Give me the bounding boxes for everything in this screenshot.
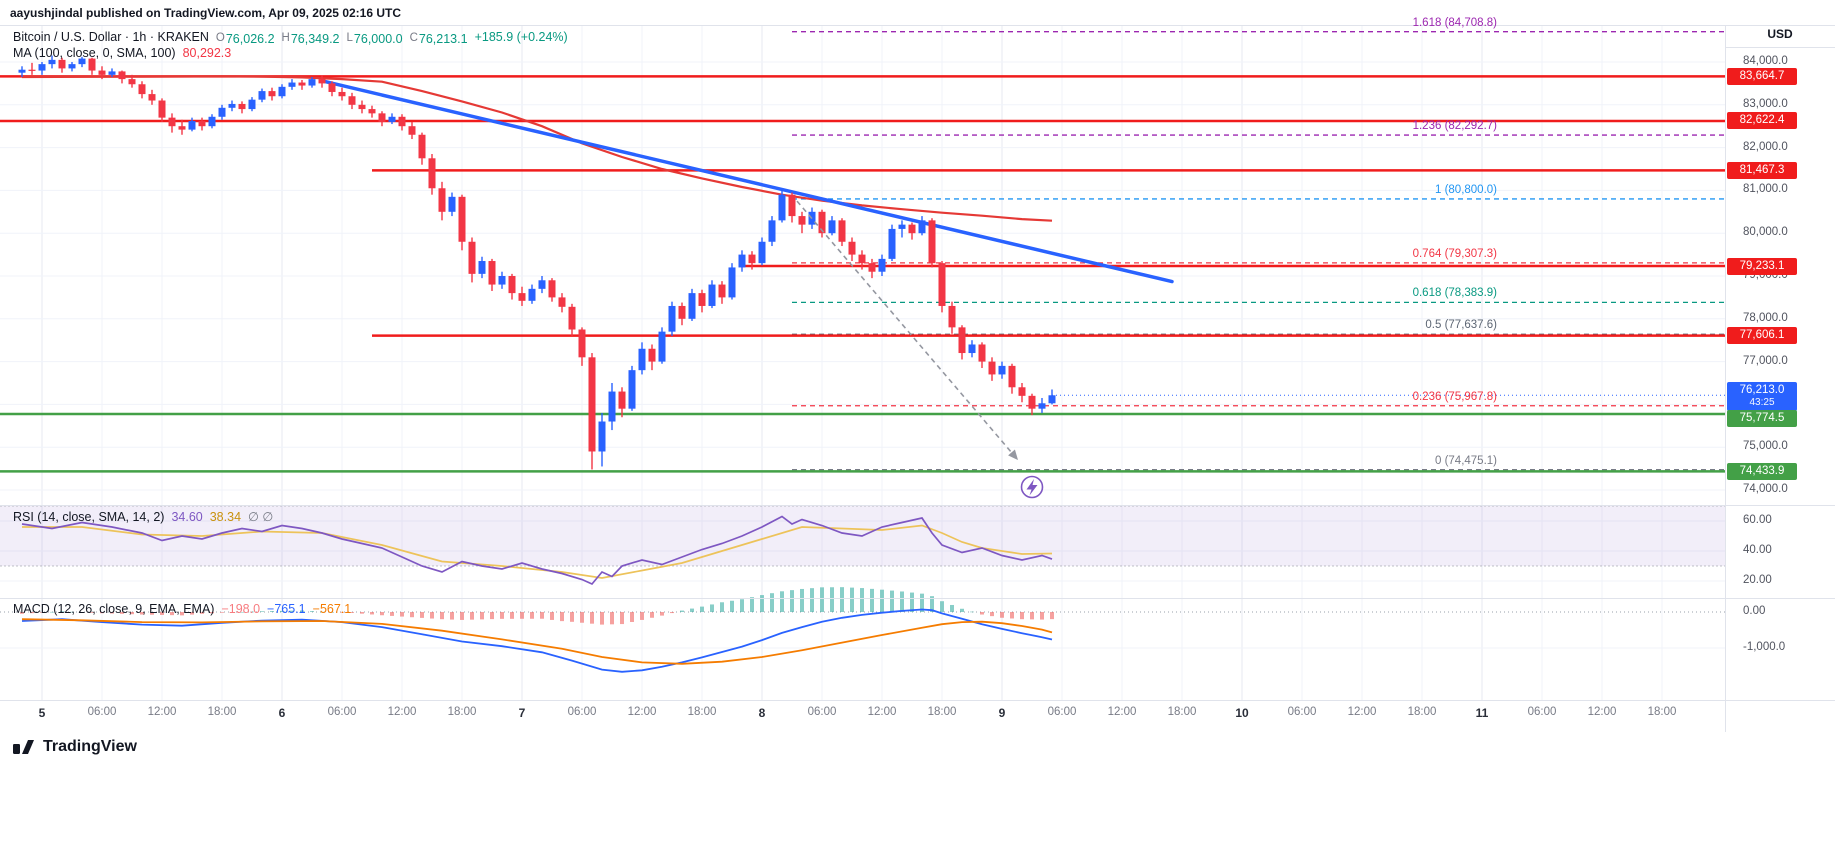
time-label-hour: 18:00 — [207, 706, 237, 718]
macd-signal-value: −567.1 — [312, 602, 352, 616]
price-tick: 84,000.0 — [1743, 55, 1788, 67]
price-badge: 81,467.3 — [1727, 161, 1797, 179]
macd-tick: 0.00 — [1743, 605, 1766, 617]
pane-divider-macd — [0, 598, 1835, 599]
time-label-hour: 06:00 — [87, 706, 117, 718]
ohlc-low: L 76,000.0 — [346, 32, 403, 46]
fib-retracement — [792, 31, 1725, 471]
time-label-hour: 18:00 — [1167, 706, 1197, 718]
macd-line-value: −765.1 — [267, 602, 306, 616]
time-label-hour: 18:00 — [447, 706, 477, 718]
macd-tick: -1,000.0 — [1743, 641, 1786, 653]
fib-label: 0 (74,475.1) — [1434, 454, 1497, 467]
ma-legend: MA (100, close, 0, SMA, 100) 80,292.3 — [13, 46, 231, 60]
time-label-day: 10 — [1235, 706, 1249, 720]
rsi-tick: 20.00 — [1743, 574, 1772, 586]
time-label-day: 6 — [278, 706, 286, 720]
macd-label: MACD (12, 26, close, 9, EMA, EMA) — [13, 602, 215, 616]
symbol-legend: Bitcoin / U.S. Dollar · 1h · KRAKEN O 76… — [13, 30, 568, 46]
price-tick: 82,000.0 — [1743, 140, 1788, 153]
time-label-hour: 06:00 — [1287, 706, 1317, 718]
price-axis-currency[interactable]: USD — [1725, 27, 1835, 48]
price-tick: 74,000.0 — [1743, 483, 1788, 495]
time-label-hour: 06:00 — [1527, 706, 1557, 718]
price-tick: 80,000.0 — [1743, 226, 1788, 239]
macd-hist-value: −198.0 — [221, 602, 261, 616]
fib-label: 0.236 (75,967.8) — [1412, 390, 1497, 403]
fib-label: 0.5 (77,637.6) — [1425, 319, 1497, 332]
lightning-icon[interactable] — [1020, 475, 1044, 499]
tradingview-logo[interactable]: TradingView — [12, 736, 137, 758]
time-label-hour: 18:00 — [1407, 706, 1437, 718]
symbol-title: Bitcoin / U.S. Dollar · 1h · KRAKEN — [13, 30, 209, 44]
price-badge: 83,664.7 — [1727, 67, 1797, 85]
macd-pane — [0, 587, 1725, 673]
time-label-day: 8 — [758, 706, 766, 720]
time-label-hour: 12:00 — [867, 706, 897, 718]
time-label-hour: 12:00 — [1107, 706, 1137, 718]
overlay-lines — [21, 75, 1725, 396]
price-axis-border — [1725, 25, 1726, 732]
rsi-pane — [0, 505, 1725, 586]
fib-label: 1.236 (82,292.7) — [1412, 120, 1497, 133]
time-label-hour: 06:00 — [567, 706, 597, 718]
price-tick: 77,000.0 — [1743, 354, 1788, 367]
support-resistance-levels — [0, 75, 1725, 473]
time-label-hour: 18:00 — [687, 706, 717, 718]
time-axis-border — [0, 700, 1835, 701]
time-label-hour: 06:00 — [1047, 706, 1077, 718]
fib-label: 0.764 (79,307.3) — [1412, 247, 1497, 260]
rsi-sma-value: 38.34 — [209, 510, 242, 524]
fib-label: 0.618 (78,383.9) — [1412, 287, 1497, 300]
tradingview-logo-text: TradingView — [43, 738, 137, 755]
price-tick: 83,000.0 — [1743, 97, 1788, 110]
candles — [18, 55, 1056, 470]
fib-label: 1 (80,800.0) — [1434, 183, 1497, 196]
rsi-label: RSI (14, close, SMA, 14, 2) — [13, 510, 165, 524]
time-label-hour: 12:00 — [147, 706, 177, 718]
price-tick: 81,000.0 — [1743, 183, 1788, 196]
ohlc-high: H 76,349.2 — [281, 32, 340, 46]
ohlc-close: C 76,213.1 — [409, 32, 468, 46]
price-badge: 79,233.1 — [1727, 257, 1797, 275]
rsi-value: 34.60 — [171, 510, 203, 524]
time-label-day: 9 — [998, 706, 1006, 720]
rsi-tick: 40.00 — [1743, 544, 1772, 556]
time-label-hour: 12:00 — [627, 706, 657, 718]
price-badge: 75,774.5 — [1727, 409, 1797, 427]
change-value: +185.9 (+0.24%) — [474, 30, 568, 44]
ma-value: 80,292.3 — [182, 46, 232, 60]
rsi-tick: 60.00 — [1743, 514, 1772, 526]
price-tick: 75,000.0 — [1743, 440, 1788, 453]
pane-divider-rsi — [0, 505, 1835, 506]
ma-label: MA (100, close, 0, SMA, 100) — [13, 46, 176, 60]
rsi-legend: RSI (14, close, SMA, 14, 2) 34.60 38.34 … — [13, 509, 273, 524]
price-tick: 78,000.0 — [1743, 311, 1788, 324]
time-label-hour: 12:00 — [1587, 706, 1617, 718]
macd-legend: MACD (12, 26, close, 9, EMA, EMA) −198.0… — [13, 602, 351, 616]
time-label-hour: 12:00 — [387, 706, 417, 718]
time-label-hour: 06:00 — [327, 706, 357, 718]
published-byline: aayushjindal published on TradingView.co… — [10, 6, 402, 20]
price-badge: 82,622.4 — [1727, 112, 1797, 130]
time-label-hour: 06:00 — [807, 706, 837, 718]
time-label-hour: 18:00 — [927, 706, 957, 718]
price-badge: 77,606.1 — [1727, 327, 1797, 345]
time-label-hour: 18:00 — [1647, 706, 1677, 718]
frame-top-border — [0, 25, 1835, 26]
projection-arrow — [796, 200, 1019, 461]
fib-label: 1.618 (84,708.8) — [1412, 16, 1497, 29]
price-badge: 74,433.9 — [1727, 462, 1797, 480]
price-badge: 76,213.0 43:25 — [1727, 381, 1797, 411]
time-label-hour: 12:00 — [1347, 706, 1377, 718]
ohlc-open: O 76,026.2 — [215, 32, 275, 46]
time-label-day: 7 — [518, 706, 526, 720]
time-label-day: 5 — [38, 706, 46, 720]
tradingview-logo-icon — [13, 740, 34, 754]
rsi-extra-values: ∅ ∅ — [248, 510, 274, 524]
time-label-day: 11 — [1475, 706, 1489, 720]
